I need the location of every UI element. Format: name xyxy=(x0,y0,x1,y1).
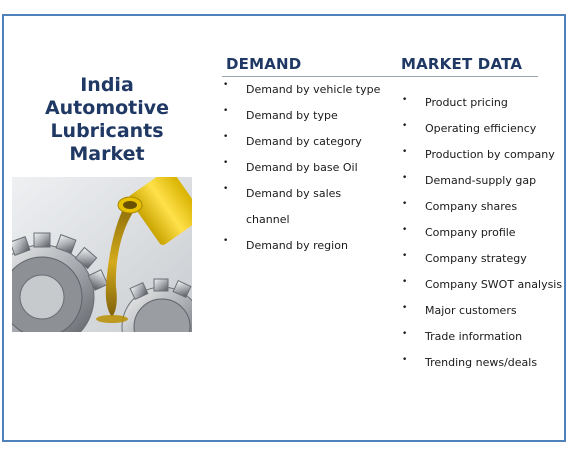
list-item-text: Product pricing xyxy=(425,96,508,109)
market-item-operating-efficiency: • Operating efficiency xyxy=(402,116,562,142)
list-item-text: Trade information xyxy=(425,330,523,343)
bullet-icon: • xyxy=(402,303,408,313)
bullet-icon: • xyxy=(402,147,408,157)
demand-item-sales-channel: • Demand by sales xyxy=(223,181,380,207)
report-title: India Automotive Lubricants Market xyxy=(12,74,202,166)
list-item-text: Demand by type xyxy=(246,109,338,122)
oil-pouring-on-gears-image xyxy=(12,177,192,332)
title-line: Automotive xyxy=(44,97,170,119)
demand-list: • Demand by vehicle type • Demand by type … xyxy=(223,77,381,259)
list-item-text: Demand by category xyxy=(246,135,362,148)
market-data-list: • Product pricing • Operating efficiency •… xyxy=(402,90,563,376)
list-item-text: channel xyxy=(246,213,290,226)
bullet-icon: • xyxy=(402,251,408,261)
list-item-text: Demand-supply gap xyxy=(425,174,537,187)
list-item-text: Company SWOT analysis xyxy=(425,278,563,291)
list-item-text: Demand by sales xyxy=(246,187,342,200)
bullet-icon: • xyxy=(402,329,408,339)
title-line: India xyxy=(80,74,134,96)
bullet-icon: • xyxy=(402,173,408,183)
bullet-icon: • xyxy=(402,225,408,235)
bullet-icon: • xyxy=(402,355,408,365)
list-item-text: Production by company xyxy=(425,148,555,161)
demand-item-vehicle-type: • Demand by vehicle type xyxy=(223,77,381,103)
bullet-icon: • xyxy=(223,158,229,168)
market-item-production-by-company: • Production by company xyxy=(402,142,562,168)
bullet-icon: • xyxy=(402,121,408,131)
list-item-text: Company shares xyxy=(425,200,518,213)
heading-divider xyxy=(222,76,538,77)
demand-item-category: • Demand by category xyxy=(223,129,380,155)
market-item-swot-analysis: • Company SWOT analysis xyxy=(402,272,563,298)
list-item-text: Company profile xyxy=(425,226,516,239)
demand-item-type: • Demand by type xyxy=(223,103,380,129)
list-item-text: Demand by vehicle type xyxy=(246,83,381,96)
market-item-company-profile: • Company profile xyxy=(402,220,562,246)
market-item-company-strategy: • Company strategy xyxy=(402,246,562,272)
demand-heading: DEMAND xyxy=(226,55,302,73)
bullet-icon: • xyxy=(223,184,229,194)
bullet-icon: • xyxy=(402,277,408,287)
market-item-company-shares: • Company shares xyxy=(402,194,562,220)
market-item-product-pricing: • Product pricing xyxy=(402,90,562,116)
demand-item-base-oil: • Demand by base Oil xyxy=(223,155,380,181)
bullet-icon: • xyxy=(223,80,229,90)
market-item-trending-news: • Trending news/deals xyxy=(402,350,562,376)
bullet-icon: • xyxy=(402,199,408,209)
bullet-icon: • xyxy=(223,132,229,142)
market-item-trade-information: • Trade information xyxy=(402,324,562,350)
demand-item-region: • Demand by region xyxy=(223,233,380,259)
list-item-text: Major customers xyxy=(425,304,517,317)
title-line: Market xyxy=(69,143,145,165)
bullet-icon: • xyxy=(223,236,229,246)
market-item-demand-supply-gap: • Demand-supply gap xyxy=(402,168,562,194)
title-line: Lubricants xyxy=(50,120,164,142)
list-item-text: Demand by base Oil xyxy=(246,161,358,174)
bullet-icon: • xyxy=(223,106,229,116)
market-data-heading: MARKET DATA xyxy=(401,55,523,73)
bullet-icon: • xyxy=(402,95,408,105)
list-item-text: Trending news/deals xyxy=(425,356,538,369)
market-item-major-customers: • Major customers xyxy=(402,298,562,324)
demand-item-sales-channel-continued: channel xyxy=(246,207,380,233)
list-item-text: Demand by region xyxy=(246,239,348,252)
list-item-text: Company strategy xyxy=(425,252,527,265)
list-item-text: Operating efficiency xyxy=(425,122,537,135)
